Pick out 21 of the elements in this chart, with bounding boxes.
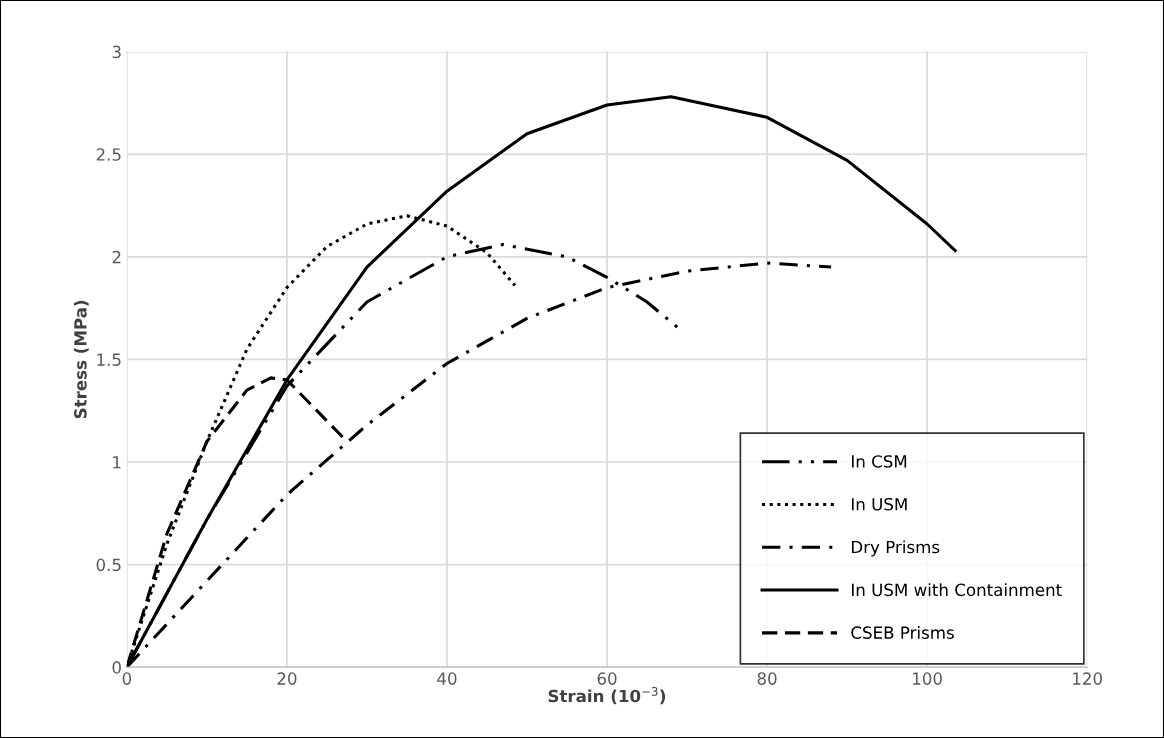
x-tick-label: 80 [757,672,777,685]
x-tick-label: 0 [122,672,132,685]
legend-label: In USM [852,497,907,511]
x-tick-label: 120 [1073,672,1102,685]
legend-label: In USM with Containment [852,583,1062,597]
y-tick-label: 3 [112,45,121,59]
y-tick-label: 1 [113,456,121,469]
y-tick-label: 2 [112,250,121,264]
x-tick-label: 20 [277,672,297,685]
y-tick-label: 1.5 [97,353,121,366]
y-axis-title: Stress (MPa) [73,300,89,419]
legend-label: CSEB Prisms [851,626,954,639]
x-tick-label: 100 [913,672,942,685]
x-tick-label: 40 [437,672,457,685]
legend-label: In CSM [852,455,907,468]
x-axis-title: Strain (10$^{−3}$) [548,687,666,705]
y-tick-label: 2.5 [96,148,121,161]
y-tick-label: 0.5 [96,558,121,572]
y-tick-label: 0 [112,661,121,674]
x-tick-label: 60 [597,672,617,685]
legend-label: Dry Prisms [852,540,940,557]
